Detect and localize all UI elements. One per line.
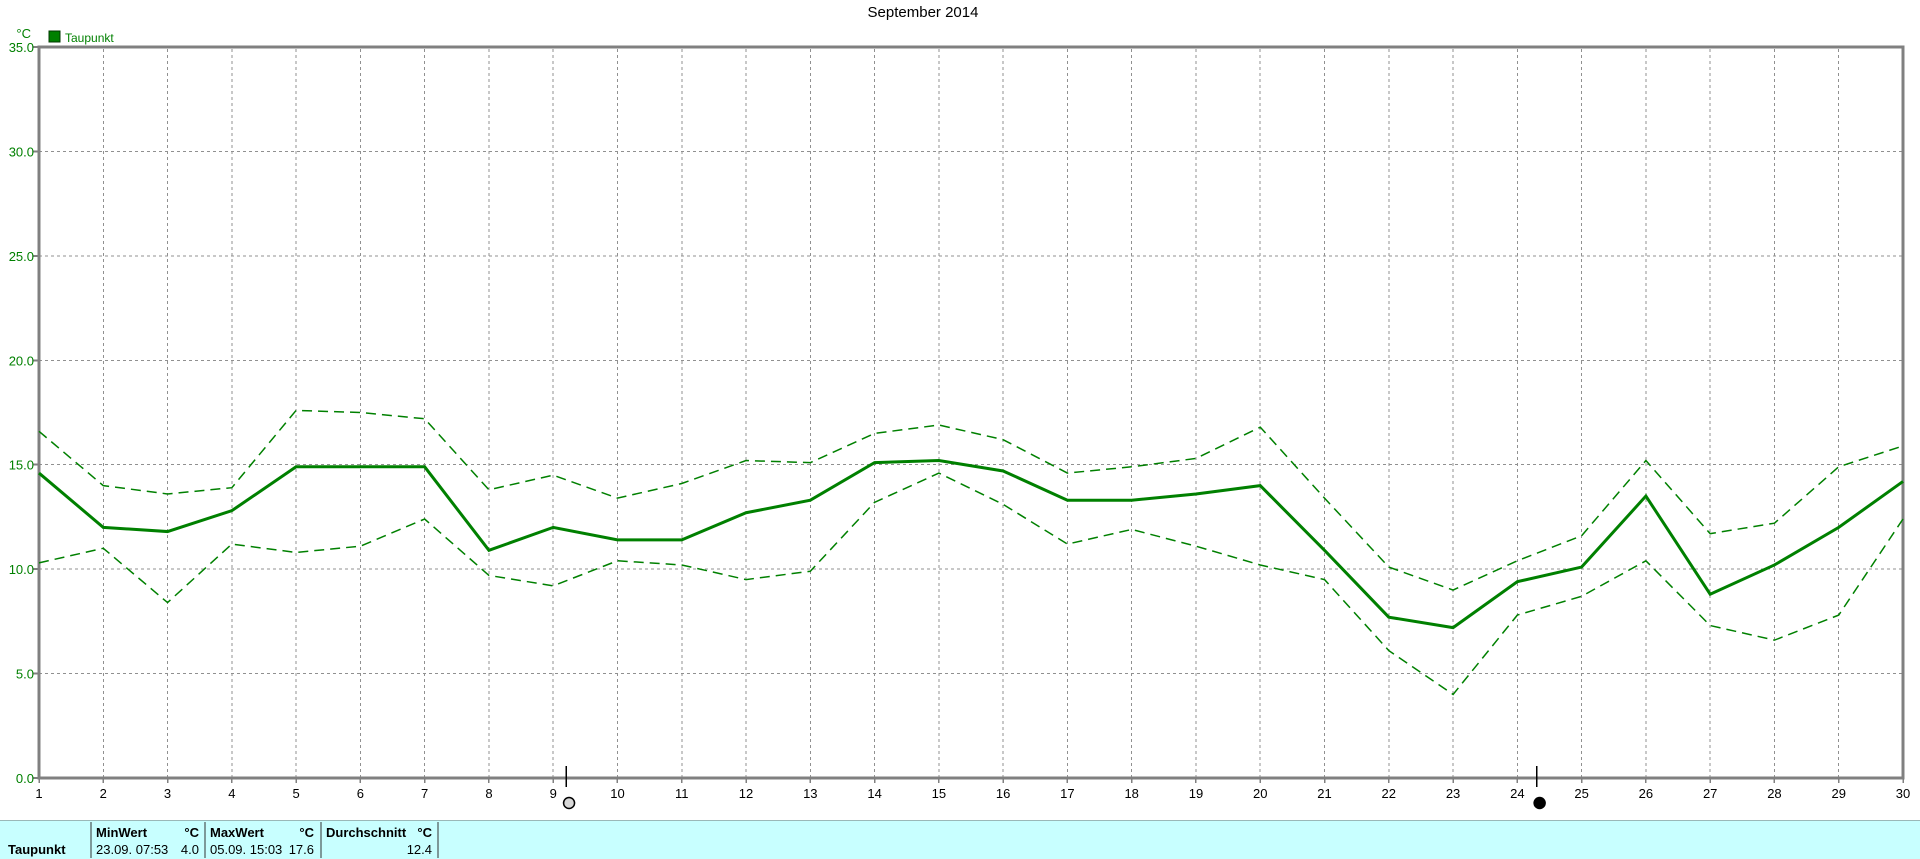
status-bar-divider: [204, 822, 206, 858]
y-axis-unit-label: °C: [16, 26, 31, 41]
y-tick-label: 15.0: [9, 458, 34, 473]
max-header: MaxWert: [210, 825, 264, 840]
x-tick-label: 29: [1831, 786, 1845, 801]
x-tick-label: 7: [421, 786, 428, 801]
x-tick-label: 26: [1639, 786, 1653, 801]
x-tick-label: 1: [35, 786, 42, 801]
avg-unit: °C: [417, 825, 432, 840]
x-tick-label: 16: [996, 786, 1010, 801]
x-tick-label: 24: [1510, 786, 1524, 801]
x-tick-label: 18: [1124, 786, 1138, 801]
new-moon-icon: [1533, 796, 1546, 810]
y-tick-label: 30.0: [9, 144, 34, 159]
min-datetime: 23.09. 07:53: [96, 842, 169, 857]
x-tick-label: 8: [485, 786, 492, 801]
status-section-avg: Durchschnitt °C 12.4: [326, 821, 432, 859]
x-tick-label: 2: [100, 786, 107, 801]
y-tick-label: 5.0: [16, 667, 34, 682]
x-tick-label: 20: [1253, 786, 1267, 801]
x-tick-label: 28: [1767, 786, 1781, 801]
x-tick-label: 17: [1060, 786, 1074, 801]
y-tick-label: 35.0: [9, 40, 34, 55]
series-taupunkt-lower-dashed: [38, 472, 1904, 696]
status-section-min: MinWert °C 23.09. 07:53 4.0: [96, 821, 199, 859]
x-tick-label: 30: [1896, 786, 1910, 801]
x-tick-label: 5: [292, 786, 299, 801]
series-taupunkt-solid: [38, 459, 1904, 630]
status-bar-divider: [320, 822, 322, 858]
avg-header: Durchschnitt: [326, 825, 407, 840]
x-tick-label: 12: [739, 786, 753, 801]
max-unit: °C: [299, 825, 314, 840]
min-unit: °C: [184, 825, 199, 840]
y-tick-label: 25.0: [9, 249, 34, 264]
status-bar-divider: [90, 822, 92, 858]
plot-frame: [37, 45, 1905, 780]
x-tick-label: 10: [610, 786, 624, 801]
series-row-label: Taupunkt: [8, 842, 66, 857]
x-tick-label: 11: [675, 786, 689, 801]
y-tick-label: 0.0: [16, 771, 34, 786]
x-tick-label: 23: [1446, 786, 1460, 801]
x-tick-label: 25: [1574, 786, 1588, 801]
x-tick-label: 4: [228, 786, 235, 801]
x-tick-label: 9: [550, 786, 557, 801]
y-tick-label: 20.0: [9, 353, 34, 368]
x-tick-label: 22: [1382, 786, 1396, 801]
x-tick-label: 19: [1189, 786, 1203, 801]
avg-value: 12.4: [406, 842, 432, 857]
status-section-max: MaxWert °C 05.09. 15:03 17.6: [210, 821, 314, 859]
series-taupunkt-upper-dashed: [38, 409, 1904, 591]
max-datetime: 05.09. 15:03: [210, 842, 283, 857]
x-tick-label: 3: [164, 786, 171, 801]
x-tick-label: 14: [867, 786, 881, 801]
x-tick-label: 21: [1317, 786, 1331, 801]
status-section-label: Taupunkt: [8, 821, 86, 859]
x-tick-label: 6: [357, 786, 364, 801]
legend-label: Taupunkt: [65, 31, 114, 45]
status-bar-divider: [437, 822, 439, 858]
min-value: 4.0: [180, 842, 199, 857]
full-moon-icon: [562, 796, 576, 810]
legend-swatch: [48, 30, 61, 43]
status-bar: Taupunkt MinWert °C 23.09. 07:53 4.0 Max…: [0, 820, 1920, 859]
min-header: MinWert: [96, 825, 148, 840]
x-tick-label: 15: [932, 786, 946, 801]
page-title: September 2014: [867, 4, 979, 21]
x-tick-label: 27: [1703, 786, 1717, 801]
dewpoint-chart: 35.030.025.020.015.010.05.00.01 2 3 4 5 6 7 8 9 1…: [9, 26, 1910, 810]
y-tick-label: 10.0: [9, 562, 34, 577]
x-tick-label: 13: [803, 786, 817, 801]
max-value: 17.6: [288, 842, 314, 857]
